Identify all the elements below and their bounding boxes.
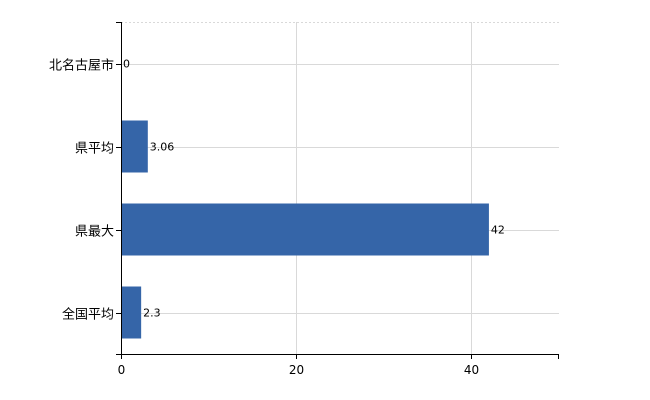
axis-layer — [116, 22, 559, 359]
grid-layer — [121, 22, 559, 354]
category-label-2: 県最大 — [75, 225, 114, 240]
data-label-1: 3.06 — [150, 141, 175, 154]
bar-layer — [121, 120, 489, 339]
data-label-0: 0 — [123, 58, 130, 71]
bar-3 — [121, 286, 142, 339]
category-label-1: 県平均 — [75, 142, 114, 157]
x-tick-label-1: 20 — [289, 363, 304, 377]
category-label-3: 全国平均 — [62, 307, 114, 323]
data-label-2: 42 — [491, 224, 505, 237]
bar-1 — [121, 120, 148, 173]
category-label-0: 北名古屋市 — [49, 58, 114, 74]
x-tick-label-0: 0 — [118, 363, 126, 377]
data-label-3: 2.3 — [143, 307, 161, 320]
x-tick-label-2: 40 — [464, 363, 479, 377]
bar-2 — [121, 203, 489, 256]
